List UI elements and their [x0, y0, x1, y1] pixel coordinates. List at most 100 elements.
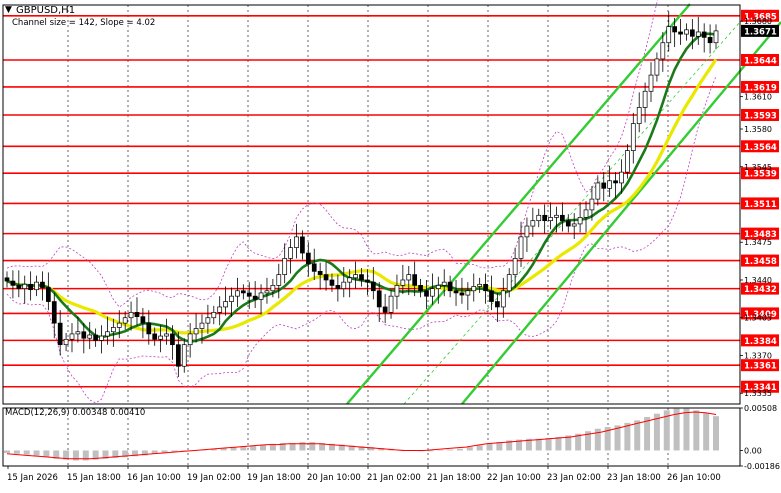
candle-body	[63, 338, 69, 346]
candle-body	[110, 327, 116, 333]
candle-body	[406, 274, 412, 281]
macd-bar	[486, 443, 493, 451]
macd-bar	[23, 450, 30, 455]
macd-bar	[663, 410, 670, 451]
macd-bar	[525, 438, 532, 451]
candle-body	[477, 283, 483, 287]
candle-body	[175, 344, 181, 367]
candle-body	[565, 220, 571, 227]
time-grid	[67, 5, 669, 466]
candle-body	[560, 214, 565, 222]
macd-bar	[693, 410, 700, 451]
candle-body	[530, 220, 536, 227]
time-label: 16 Jan 10:00	[127, 473, 181, 483]
macd-signal-line	[6, 411, 717, 460]
candle-body	[412, 274, 418, 286]
macd-bar	[447, 449, 454, 451]
time-label: 20 Jan 10:00	[307, 473, 361, 483]
candle-body	[300, 236, 305, 254]
candle-body	[258, 292, 264, 300]
candle-body	[128, 311, 134, 319]
candle-body	[323, 274, 329, 281]
price-tick-label: 1.3680	[744, 17, 772, 26]
level-label-bg	[741, 307, 779, 320]
level-label-bg	[741, 380, 779, 393]
macd-bar	[289, 442, 296, 451]
current-price-label: 1.3671	[744, 27, 777, 37]
bollinger-upper	[6, 0, 658, 308]
candle-body	[495, 301, 500, 308]
macd-bar	[230, 447, 237, 451]
candle-body	[394, 285, 400, 297]
candle-body	[695, 31, 701, 37]
macd-bar	[584, 431, 591, 451]
candle-body	[282, 258, 288, 275]
candle-body	[134, 311, 140, 318]
candle-body	[601, 182, 607, 189]
candle-body	[122, 317, 128, 324]
dropdown-arrow-icon[interactable]: ▼	[5, 5, 12, 15]
candle-body	[4, 277, 10, 282]
candle-body	[105, 331, 110, 337]
candle-body	[648, 74, 654, 92]
macd-bar	[466, 447, 473, 451]
candle-body	[10, 280, 16, 286]
time-label: 21 Jan 02:00	[367, 473, 421, 483]
level-label: 1.3511	[744, 200, 777, 210]
candle-body	[270, 285, 276, 292]
macd-bar	[604, 427, 611, 451]
channel-info: Channel size = 142, Slope = 4.02	[12, 18, 155, 28]
level-label: 1.3409	[744, 310, 777, 320]
candles	[4, 11, 719, 378]
level-label: 1.3483	[744, 230, 777, 240]
candle-body	[619, 171, 624, 184]
candle-body	[246, 292, 252, 297]
candle-body	[489, 290, 494, 302]
macd-bar	[122, 450, 129, 458]
candle-body	[370, 281, 376, 292]
candle-body	[40, 281, 45, 288]
candle-body	[217, 306, 223, 313]
candle-body	[666, 26, 672, 44]
macd-bar	[63, 450, 70, 460]
macd-bar	[555, 437, 562, 451]
macd-bar	[132, 450, 139, 457]
level-label-bg	[741, 334, 779, 347]
candle-body	[353, 274, 358, 279]
trend-channel	[346, 3, 781, 405]
candle-body	[335, 285, 341, 289]
macd-tick-label: -0.00186	[744, 462, 780, 471]
macd-bar	[338, 444, 345, 451]
macd-bar	[53, 450, 60, 459]
candle-body	[87, 334, 93, 339]
macd-bar	[72, 450, 79, 461]
price-tick-label: 1.3370	[744, 351, 772, 360]
current-price-bg	[741, 24, 779, 37]
candle-body	[187, 333, 193, 346]
candle-body	[329, 279, 335, 286]
macd-bar	[683, 408, 690, 451]
level-label: 1.3619	[744, 83, 777, 93]
candle-body	[288, 247, 293, 259]
candle-body	[46, 287, 51, 302]
time-label: 22 Jan 10:00	[487, 473, 541, 483]
candle-body	[424, 290, 429, 297]
macd-bar	[319, 442, 326, 451]
candle-body	[22, 283, 28, 289]
candle-body	[554, 214, 559, 218]
level-label-bg	[741, 282, 779, 295]
candle-body	[193, 328, 199, 335]
candle-body	[701, 31, 707, 38]
macd-bar	[348, 445, 355, 451]
time-label: 15 Jan 18:00	[67, 473, 121, 483]
candle-body	[524, 225, 530, 238]
candle-body	[211, 311, 217, 319]
candle-body	[571, 223, 577, 227]
candle-body	[164, 333, 169, 337]
price-tick-label: 1.3610	[744, 93, 772, 102]
level-label: 1.3361	[744, 362, 777, 372]
macd-bar	[378, 447, 385, 451]
macd-bar	[260, 444, 267, 451]
candle-body	[181, 344, 187, 367]
candle-body	[430, 288, 435, 297]
